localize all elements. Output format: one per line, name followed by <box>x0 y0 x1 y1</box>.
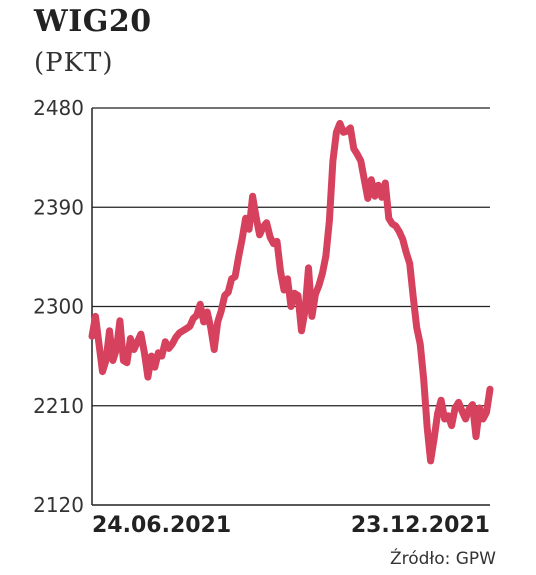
x-end-date-label: 23.12.2021 <box>351 513 490 538</box>
y-tick-label-2480: 2480 <box>33 96 84 120</box>
wig20-series-line <box>88 119 494 465</box>
y-tick-label-2210: 2210 <box>33 394 84 418</box>
y-tick-label-2300: 2300 <box>33 295 84 319</box>
source-note: Źródło: GPW <box>389 549 496 569</box>
unit-label: (PKT) <box>34 48 114 78</box>
y-axis-ticks: 2480 2390 2300 2210 2120 <box>33 96 84 517</box>
x-start-date-label: 24.06.2021 <box>92 513 231 538</box>
y-tick-label-2390: 2390 <box>33 195 84 219</box>
chart-title: WIG20 <box>34 4 152 39</box>
y-tick-label-2120: 2120 <box>33 493 84 517</box>
